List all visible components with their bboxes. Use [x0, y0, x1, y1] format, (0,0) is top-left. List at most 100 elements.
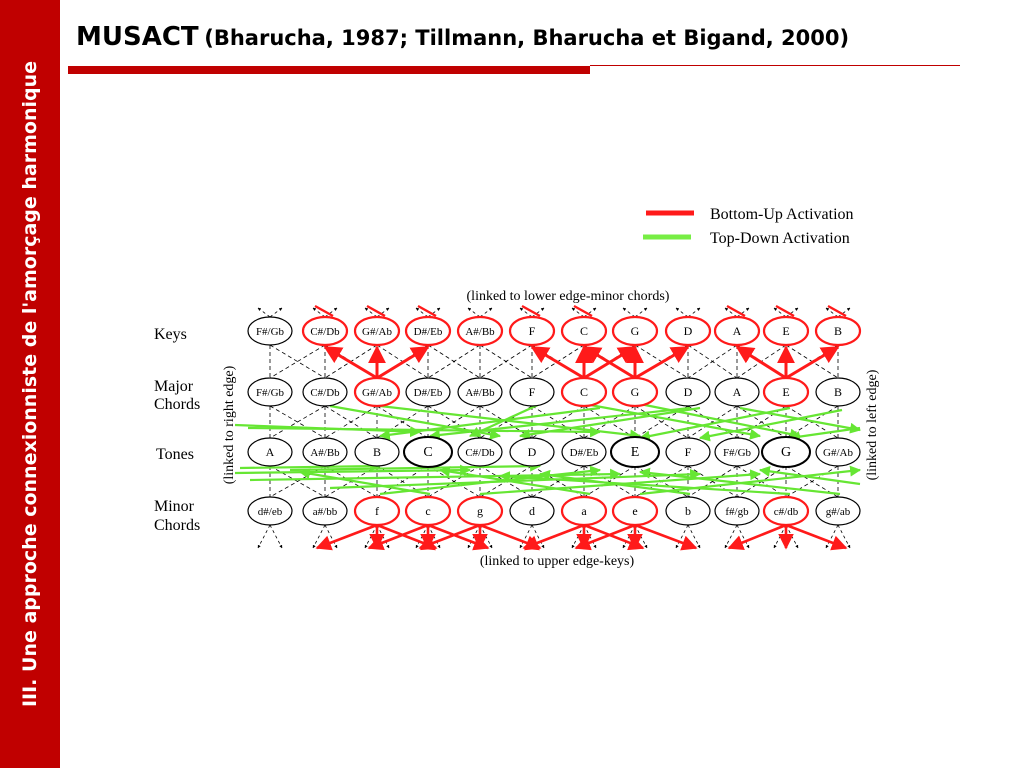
node-label: C — [580, 324, 588, 338]
top-down-link — [639, 402, 802, 440]
node-label: a — [581, 504, 587, 518]
keys-node: D#/Eb — [404, 315, 452, 347]
node-label: A — [733, 324, 742, 338]
node-label: F — [529, 324, 536, 338]
major-chords-node: D — [665, 377, 711, 407]
edge-stub — [427, 307, 441, 318]
tones-node: F#/Gb — [714, 437, 760, 467]
node-label: D — [684, 324, 693, 338]
top-down-link — [639, 465, 862, 496]
sidebar: III. Une approche connexionniste de l'am… — [0, 0, 60, 768]
edge-stub — [634, 307, 648, 318]
node-ellipse — [665, 496, 711, 526]
slide-title: MUSACT (Bharucha, 1987; Tillmann, Bharuc… — [76, 22, 849, 52]
node-ellipse — [814, 315, 862, 347]
minor-chords-node: g — [456, 495, 504, 527]
edge-stub — [571, 307, 585, 318]
edge-stub — [736, 307, 750, 318]
node-ellipse — [561, 437, 607, 467]
tones-node: B — [354, 437, 400, 467]
node-label: A#/Bb — [310, 447, 340, 459]
edge-stub — [324, 307, 338, 318]
bottom-up-link — [735, 345, 787, 380]
node-label: d — [529, 504, 535, 518]
tones-node: C#/Db — [457, 437, 503, 467]
node-ellipse — [611, 495, 659, 527]
node-ellipse — [714, 496, 760, 526]
node-ellipse — [404, 495, 452, 527]
node-label: a#/bb — [313, 506, 338, 518]
top-down-link — [239, 460, 382, 472]
top-down-link — [379, 465, 602, 496]
bottom-up-link — [726, 304, 746, 318]
dashed-link — [427, 465, 481, 498]
node-label: b — [685, 504, 691, 518]
node-label: c — [425, 504, 430, 518]
major-chords-node: G — [611, 376, 659, 408]
bottom-up-link — [727, 523, 787, 550]
tones-node: G — [761, 436, 811, 468]
node-label: D — [528, 445, 537, 459]
dashed-link — [531, 465, 585, 498]
node-label: e — [632, 504, 637, 518]
minor-chords-node: g#/ab — [815, 496, 861, 526]
row-labels: Keys Major Chords Tones Minor Chords — [154, 326, 200, 534]
tones-node: A — [247, 437, 293, 467]
keys-node: G — [611, 315, 659, 347]
node-ellipse — [560, 376, 608, 408]
node-ellipse — [611, 376, 659, 408]
tones-node: D — [509, 437, 555, 467]
tones-node: G#/Ab — [815, 437, 861, 467]
node-ellipse — [457, 437, 503, 467]
edge-stub — [785, 307, 799, 318]
keys-node: C — [560, 315, 608, 347]
dashed-link — [687, 465, 738, 498]
node-label: E — [782, 324, 789, 338]
node-label: g#/ab — [826, 506, 851, 518]
node-ellipse — [815, 377, 861, 407]
node-label: C#/Db — [465, 447, 495, 459]
top-down-connections — [234, 402, 862, 496]
major-chords-node: A — [714, 377, 760, 407]
major-chords-node: A#/Bb — [457, 377, 503, 407]
node-label: G#/Ab — [362, 387, 392, 399]
tones-node: A#/Bb — [302, 437, 348, 467]
edge-stub — [583, 307, 597, 318]
node-label: C — [580, 385, 588, 399]
minor-chords-node: d — [509, 496, 555, 526]
tones-node: F — [665, 437, 711, 467]
node-ellipse — [403, 436, 453, 468]
dashed-link — [479, 344, 533, 379]
edge-stub — [467, 307, 481, 318]
node-ellipse — [611, 315, 659, 347]
network-nodes: F#/Gb C#/Db G#/Ab D#/Eb A#/Bb F C G D A E B F#/Gb C#/… — [247, 315, 862, 527]
left-link-note: (linked to right edge) — [222, 365, 237, 484]
node-ellipse — [508, 315, 556, 347]
title-rule — [590, 65, 960, 66]
dashed-link — [785, 465, 839, 498]
node-label: G#/Ab — [823, 447, 853, 459]
node-ellipse — [247, 377, 293, 407]
node-label: D — [684, 385, 693, 399]
dashed-link — [269, 344, 326, 379]
edge-stub — [724, 307, 738, 318]
top-down-link — [498, 471, 791, 496]
legend-top-down-label: Top-Down Activation — [710, 230, 850, 247]
dashed-link — [324, 405, 378, 439]
node-ellipse — [302, 377, 348, 407]
dashed-link — [427, 344, 481, 379]
slide-title-citation: (Bharucha, 1987; Tillmann, Bharucha et B… — [204, 26, 850, 50]
node-label: F#/Gb — [723, 447, 752, 459]
edge-stub — [622, 307, 636, 318]
bottom-up-link — [785, 345, 840, 380]
major-chords-node: C#/Db — [302, 377, 348, 407]
node-ellipse — [354, 437, 400, 467]
bottom-up-link — [315, 523, 378, 551]
node-ellipse — [509, 437, 555, 467]
node-label: C#/Db — [310, 326, 340, 338]
keys-node: F#/Gb — [247, 316, 293, 346]
node-label: C#/Db — [310, 387, 340, 399]
minor-chords-node: c#/db — [762, 495, 810, 527]
keys-node: D — [664, 315, 712, 347]
